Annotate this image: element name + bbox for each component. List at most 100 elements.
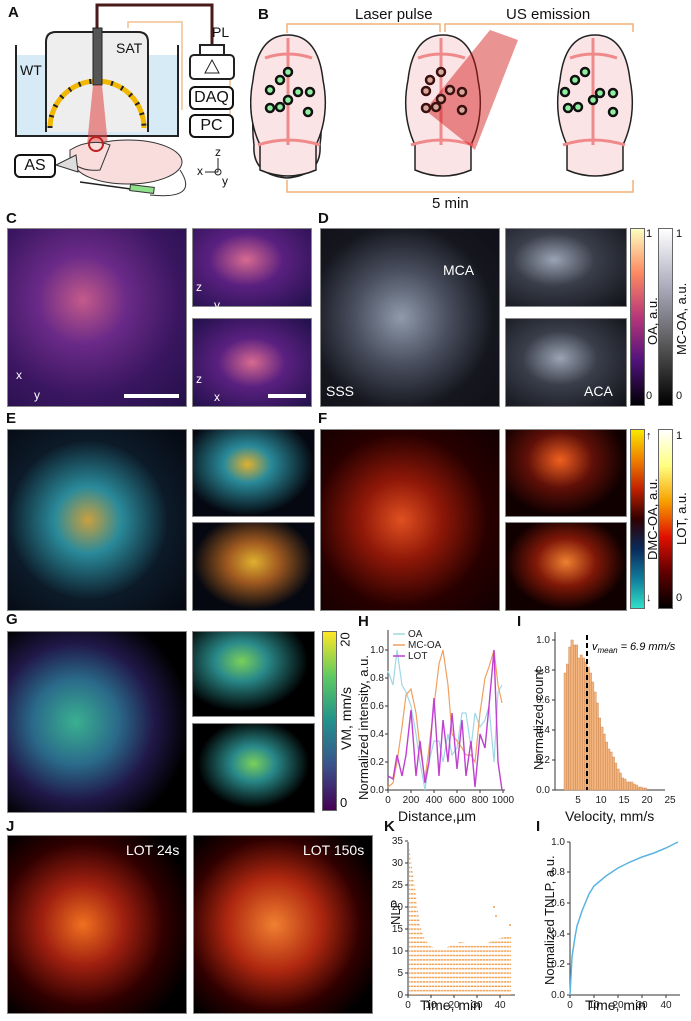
- h-ylabel: Normalized intensity, a.u.: [356, 655, 371, 800]
- panel-label-f: F: [318, 410, 328, 427]
- vm-colorbar-label: VM, mm/s: [338, 687, 354, 750]
- k-ylabel: NLP: [388, 899, 403, 925]
- svg-text:20: 20: [392, 902, 404, 913]
- imaging-setup-diagram: [15, 3, 235, 197]
- svg-text:15: 15: [392, 924, 404, 935]
- svg-text:25: 25: [392, 880, 404, 891]
- lot-colorbar-max: 1: [676, 430, 683, 442]
- tnlp-line-chart: 0.0 0.2 0.4 0.6 0.8 1.0 0 10 20 30 40: [551, 837, 680, 1010]
- dmcoa-zx-projection: [192, 522, 315, 611]
- oa-colorbar-min: 0: [646, 390, 653, 402]
- lot-line: [387, 649, 503, 791]
- oa-colorbar: [630, 228, 645, 406]
- svg-text:20: 20: [612, 1000, 624, 1010]
- svg-text:20: 20: [448, 1000, 460, 1010]
- l-ylabel: Normalized TNLP, a.u.: [542, 855, 557, 985]
- svg-text:1.0: 1.0: [536, 635, 550, 646]
- svg-text:LOT: LOT: [408, 651, 427, 662]
- velocity-histogram-chart: 0.0 0.2 0.4 0.6 0.8 1.0 5 10 15 20 25: [536, 632, 676, 806]
- velocity-zx-map: [192, 723, 315, 813]
- axis-label-x: x: [214, 390, 220, 404]
- svg-text:0.0: 0.0: [370, 785, 384, 796]
- svg-text:0: 0: [397, 990, 403, 1001]
- panel-label-g: G: [6, 611, 18, 628]
- water-tank-label: WT: [20, 62, 42, 78]
- svg-text:0: 0: [385, 795, 391, 806]
- lot-colorbar-min: 0: [676, 592, 683, 604]
- svg-text:40: 40: [494, 1000, 506, 1010]
- svg-text:0.2: 0.2: [370, 757, 384, 768]
- mcoa-colorbar: [658, 228, 673, 406]
- velocity-xy-map: [7, 631, 187, 813]
- lot-zx-projection: [505, 522, 627, 611]
- mcoa-zx-projection: [505, 318, 627, 407]
- dmcoa-colorbar: [630, 429, 645, 609]
- svg-text:MC-OA: MC-OA: [408, 640, 442, 651]
- scale-bar-small: [268, 394, 306, 398]
- svg-text:0: 0: [567, 1000, 573, 1010]
- svg-text:600: 600: [449, 795, 466, 806]
- i-xlabel: Velocity, mm/s: [565, 808, 655, 824]
- panel-label-c: C: [6, 210, 17, 227]
- mcoa-colorbar-label: MC-OA, a.u.: [674, 282, 689, 355]
- us-emission-label: US emission: [506, 6, 591, 23]
- svg-text:0.6: 0.6: [551, 898, 565, 909]
- svg-text:15: 15: [618, 795, 630, 806]
- vm-colorbar-max: 20: [337, 632, 353, 647]
- brain-cycle-diagram: [250, 23, 634, 193]
- axis-label-z: z: [196, 280, 202, 294]
- svg-text:10: 10: [588, 1000, 600, 1010]
- svg-text:400: 400: [426, 795, 443, 806]
- tnlp-curve: [569, 841, 679, 996]
- nlp-scatter-chart: 0 5 10 15 20 25 30 35 0 10 20 30 40: [392, 836, 515, 1010]
- svg-text:1.0: 1.0: [551, 837, 565, 848]
- lot-24s-image: [7, 835, 187, 1014]
- lot-colorbar: [658, 429, 673, 609]
- panel-label-j: J: [6, 818, 15, 835]
- panel-label-a: A: [8, 4, 19, 21]
- svg-text:0: 0: [405, 1000, 411, 1010]
- axis-label-x: x: [16, 368, 22, 382]
- lot-xy-projection: [320, 429, 500, 611]
- svg-text:35: 35: [392, 836, 404, 847]
- panel-label-k: K: [384, 818, 395, 835]
- sat-label: SAT: [116, 40, 143, 56]
- lot-150s-caption: LOT 150s: [303, 842, 365, 858]
- svg-text:0.2: 0.2: [551, 959, 565, 970]
- svg-text:5: 5: [397, 968, 403, 979]
- svg-text:0.0: 0.0: [551, 990, 565, 1001]
- svg-text:20: 20: [641, 795, 653, 806]
- svg-text:0.4: 0.4: [536, 725, 550, 736]
- k-xlabel: Time, min: [420, 997, 481, 1013]
- dmcoa-zy-projection: [192, 429, 315, 517]
- lot-24s-caption: LOT 24s: [126, 842, 180, 858]
- svg-text:800: 800: [472, 795, 489, 806]
- svg-text:30: 30: [636, 1000, 648, 1010]
- mcoa-colorbar-max: 1: [676, 228, 683, 240]
- mean-velocity-annotation: vmean = 6.9 mm/s: [592, 641, 676, 655]
- svg-text:25: 25: [664, 795, 676, 806]
- axis-label-y: y: [214, 298, 220, 312]
- pc-box: PC: [189, 114, 234, 138]
- svg-text:1000: 1000: [492, 795, 515, 806]
- oa-zy-projection: [192, 228, 312, 307]
- svg-text:40: 40: [660, 1000, 672, 1010]
- panel-label-l: I: [536, 818, 541, 835]
- sss-annotation: SSS: [326, 383, 355, 399]
- svg-text:OA: OA: [408, 629, 423, 640]
- oa-colorbar-label: OA, a.u.: [645, 297, 660, 345]
- svg-text:1.0: 1.0: [370, 645, 384, 656]
- panel-label-d: D: [318, 210, 329, 227]
- axis-z-label: z: [215, 145, 221, 159]
- i-ylabel: Normalized count: [531, 668, 546, 770]
- svg-text:30: 30: [392, 858, 404, 869]
- svg-text:0.2: 0.2: [536, 755, 550, 766]
- mca-annotation: MCA: [443, 262, 475, 278]
- svg-text:0.8: 0.8: [370, 673, 384, 684]
- lot-colorbar-label: LOT, a.u.: [674, 492, 689, 545]
- l-xlabel: Time, min: [585, 997, 646, 1013]
- dmcoa-colorbar-max: ↑: [646, 430, 652, 442]
- svg-text:0.4: 0.4: [370, 729, 384, 740]
- cycle-duration-label: 5 min: [432, 195, 469, 212]
- panel-label-i: I: [517, 613, 522, 630]
